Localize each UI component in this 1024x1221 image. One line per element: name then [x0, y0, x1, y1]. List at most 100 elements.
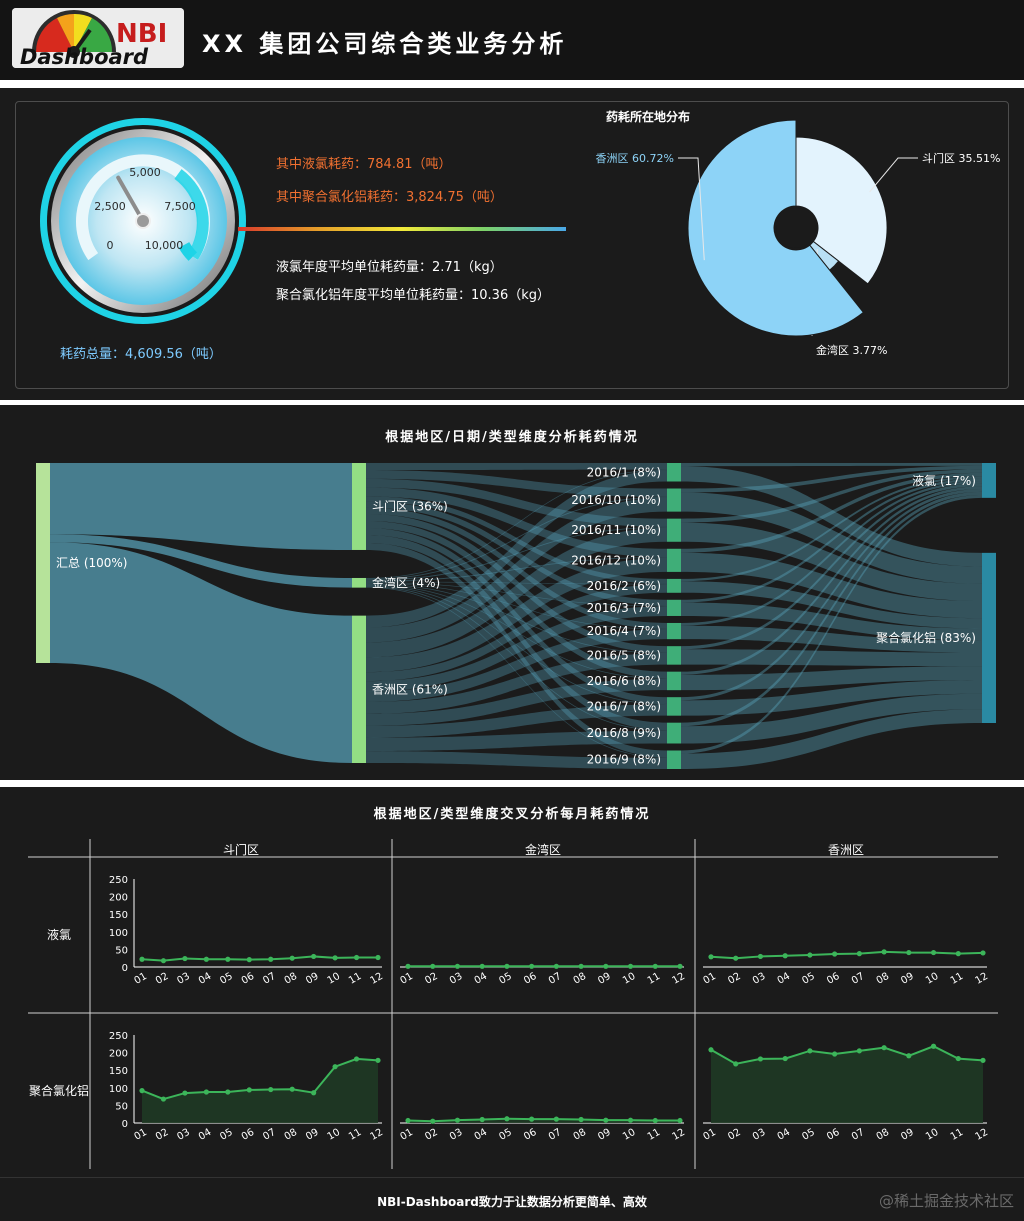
divider [0, 80, 1024, 88]
data-point [375, 1057, 381, 1063]
sankey-link [366, 629, 667, 702]
data-point [708, 1047, 714, 1053]
sankey-link [366, 584, 667, 682]
x-tick-label: 06 [825, 971, 842, 987]
sankey-node-label: 斗门区 (36%) [372, 498, 448, 513]
data-point [881, 1045, 887, 1051]
data-point [311, 1090, 317, 1096]
sankey-link [366, 478, 667, 527]
x-tick-label: 05 [497, 971, 514, 987]
data-point [578, 963, 584, 969]
x-tick-label: 02 [154, 971, 171, 987]
x-tick-label: 03 [751, 971, 768, 987]
data-point [906, 949, 912, 956]
location-rose-chart: 斗门区 35.51% 金湾区 3.77% 香洲区 60.72% [596, 119, 1000, 357]
small-multiple-panel: 250 200 150 100 50 0 01 02 03 04 05 06 07 08 09 10 11 12 [109, 1031, 385, 1143]
x-tick-label: 05 [800, 1127, 817, 1143]
data-point [504, 963, 510, 969]
x-tick-label: 01 [132, 971, 149, 987]
gauge-needle [116, 175, 145, 223]
y-tick-label: 250 [109, 1031, 128, 1042]
data-point [807, 952, 813, 958]
data-point [479, 1116, 485, 1123]
data-point [856, 1048, 862, 1054]
x-tick-label: 06 [240, 971, 257, 987]
page-title: XX 集团公司综合类业务分析 [202, 30, 568, 58]
x-tick-label: 01 [398, 1127, 415, 1143]
x-tick-label: 03 [175, 1127, 192, 1143]
sankey-node-label: 2016/5 (8%) [587, 648, 661, 662]
sankey-node-month [667, 463, 681, 482]
x-tick-label: 04 [197, 971, 214, 987]
data-point [479, 963, 485, 969]
sankey-node-month [667, 488, 681, 512]
series-line [141, 955, 378, 962]
sankey-link [681, 581, 982, 629]
row-header: 聚合氯化铝 [29, 1083, 89, 1098]
sankey-link [366, 501, 667, 606]
sankey-link [681, 472, 982, 553]
sankey-node-month [667, 671, 681, 691]
sankey-link [366, 583, 667, 654]
sankey-link [50, 463, 352, 550]
data-point [289, 1086, 295, 1092]
sankey-node-label: 金湾区 (4%) [372, 575, 440, 590]
sankey-link [681, 478, 982, 603]
sankey-node-month [667, 622, 681, 640]
data-point [311, 953, 317, 960]
data-point [553, 1116, 559, 1122]
gradient-divider-line [238, 227, 566, 231]
gauge-tick-label: 5,000 [129, 166, 161, 179]
x-tick-label: 08 [572, 1127, 589, 1143]
x-tick-label: 11 [949, 971, 966, 987]
sankey-link [366, 582, 667, 630]
sankey-link [366, 470, 667, 628]
sankey-chart: 汇总 (100%) 斗门区 (36%) 金湾区 (4%) 香洲区 (61%) 2016/… [36, 463, 996, 769]
sankey-node-region [352, 615, 366, 763]
data-point [139, 1088, 145, 1094]
x-tick-label: 10 [326, 1127, 343, 1143]
x-tick-label: 06 [522, 1127, 539, 1143]
sankey-node-label: 2016/2 (6%) [587, 579, 661, 593]
rose-slice [795, 136, 888, 285]
sankey-node-label: 聚合氯化铝 (83%) [876, 630, 976, 645]
sankey-link [681, 666, 982, 691]
sankey-link [366, 520, 667, 679]
data-point [332, 955, 338, 961]
data-point [203, 956, 209, 962]
data-point [652, 963, 658, 969]
data-point [203, 1089, 209, 1095]
data-point [832, 951, 838, 957]
y-tick-label: 50 [115, 1101, 128, 1112]
data-point [454, 963, 461, 969]
pac-dosage: 其中聚合氯化铝耗药：3,824.75（吨） [276, 190, 503, 205]
x-tick-label: 01 [701, 1127, 718, 1143]
sankey-node-label: 香洲区 (61%) [372, 682, 448, 696]
x-tick-label: 11 [949, 1127, 966, 1143]
x-tick-label: 10 [924, 1127, 941, 1143]
x-tick-label: 07 [261, 1127, 278, 1143]
sankey-link [366, 582, 667, 607]
pie-title: 药耗所在地分布 [606, 110, 691, 124]
sankey-link [366, 557, 667, 582]
x-tick-label: 12 [973, 1127, 990, 1143]
rose-slice [687, 119, 865, 337]
sankey-node-type [982, 552, 996, 723]
sankey-node-label: 2016/10 (10%) [571, 493, 661, 507]
series-area [711, 1046, 983, 1123]
sankey-link [366, 585, 667, 731]
rose-slice-label: 金湾区 3.77% [816, 343, 887, 357]
rose-leader-line [678, 157, 705, 261]
data-point [782, 1055, 788, 1062]
sankey-link [366, 513, 667, 653]
sankey-node-region [352, 463, 366, 550]
footer: NBI-Dashboard致力于让数据分析更简单、高效 @稀土掘金技术社区 [0, 1177, 1024, 1221]
y-tick-label: 150 [109, 910, 128, 921]
x-tick-label: 08 [572, 971, 589, 987]
x-tick-label: 10 [326, 971, 343, 987]
small-multiple-panel: 01 02 03 04 05 06 07 08 09 10 11 12 [701, 949, 990, 987]
data-point [832, 1051, 838, 1057]
sankey-link [366, 463, 667, 471]
sankey-node-month [667, 646, 681, 665]
sankey-link [50, 534, 352, 588]
